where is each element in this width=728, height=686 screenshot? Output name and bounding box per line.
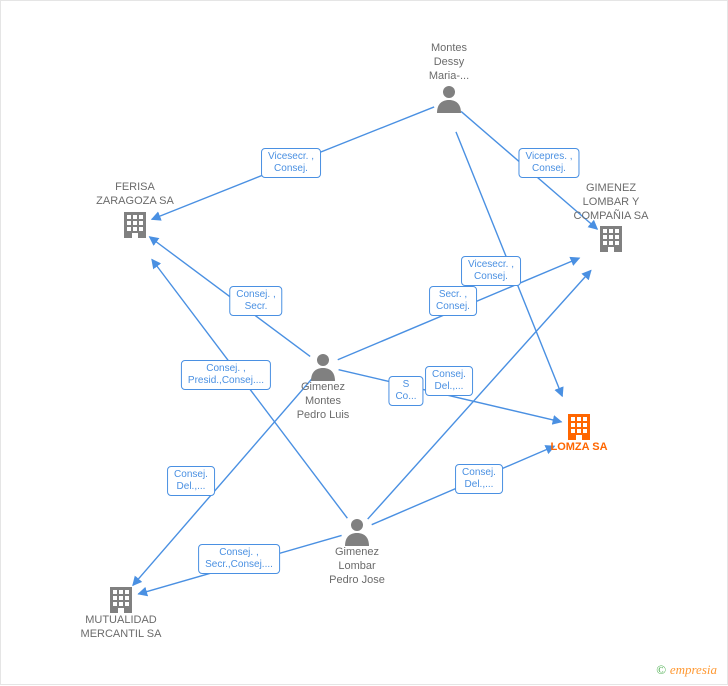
node-label-lomza: LOMZA SA [519,441,639,455]
edge-label[interactable]: Consej. Del.,... [425,366,473,396]
footer-credit: © empresia [656,662,717,678]
edge-label[interactable]: Consej. Del.,... [167,466,215,496]
node-label-ferisa: FERISA ZARAGOZA SA [75,181,195,209]
brand-name: empresia [670,662,717,677]
node-mutualidad[interactable]: MUTUALIDAD MERCANTIL SA [61,584,181,642]
copyright-symbol: © [656,662,666,677]
edge-label[interactable]: Consej. Del.,... [455,464,503,494]
edge-label[interactable]: Vicesecr. , Consej. [261,148,321,178]
edge-label[interactable]: Consej. , Secr. [229,286,282,316]
node-label-pedro_jose: Gimenez Lombar Pedro Jose [297,546,417,587]
edge-label[interactable]: Vicepres. , Consej. [518,148,579,178]
edge-label[interactable]: S Co... [388,376,423,406]
node-pedro_jose[interactable]: Gimenez Lombar Pedro Jose [297,516,417,587]
person-icon [297,516,417,546]
node-gimenez_company[interactable]: GIMENEZ LOMBAR Y COMPAÑIA SA [551,182,671,253]
edge-label[interactable]: Consej. , Presid.,Consej.... [181,360,271,390]
edge-label[interactable]: Secr. , Consej. [429,286,477,316]
building-icon [519,411,639,441]
building-icon [551,223,671,253]
building-icon [61,584,181,614]
edge-label[interactable]: Consej. , Secr.,Consej.... [198,544,280,574]
diagram-canvas: Montes Dessy Maria-... FERISA ZARAGOZA SA… [0,0,728,685]
node-lomza[interactable]: LOMZA SA [519,411,639,455]
person-icon [263,351,383,381]
node-label-gimenez_company: GIMENEZ LOMBAR Y COMPAÑIA SA [551,182,671,223]
node-pedro_luis[interactable]: Gimenez Montes Pedro Luis [263,351,383,422]
node-label-mutualidad: MUTUALIDAD MERCANTIL SA [61,614,181,642]
node-label-pedro_luis: Gimenez Montes Pedro Luis [263,381,383,422]
node-ferisa[interactable]: FERISA ZARAGOZA SA [75,181,195,239]
building-icon [75,209,195,239]
node-montes[interactable]: Montes Dessy Maria-... [389,42,509,113]
edge-label[interactable]: Vicesecr. , Consej. [461,256,521,286]
node-label-montes: Montes Dessy Maria-... [389,42,509,83]
person-icon [389,83,509,113]
